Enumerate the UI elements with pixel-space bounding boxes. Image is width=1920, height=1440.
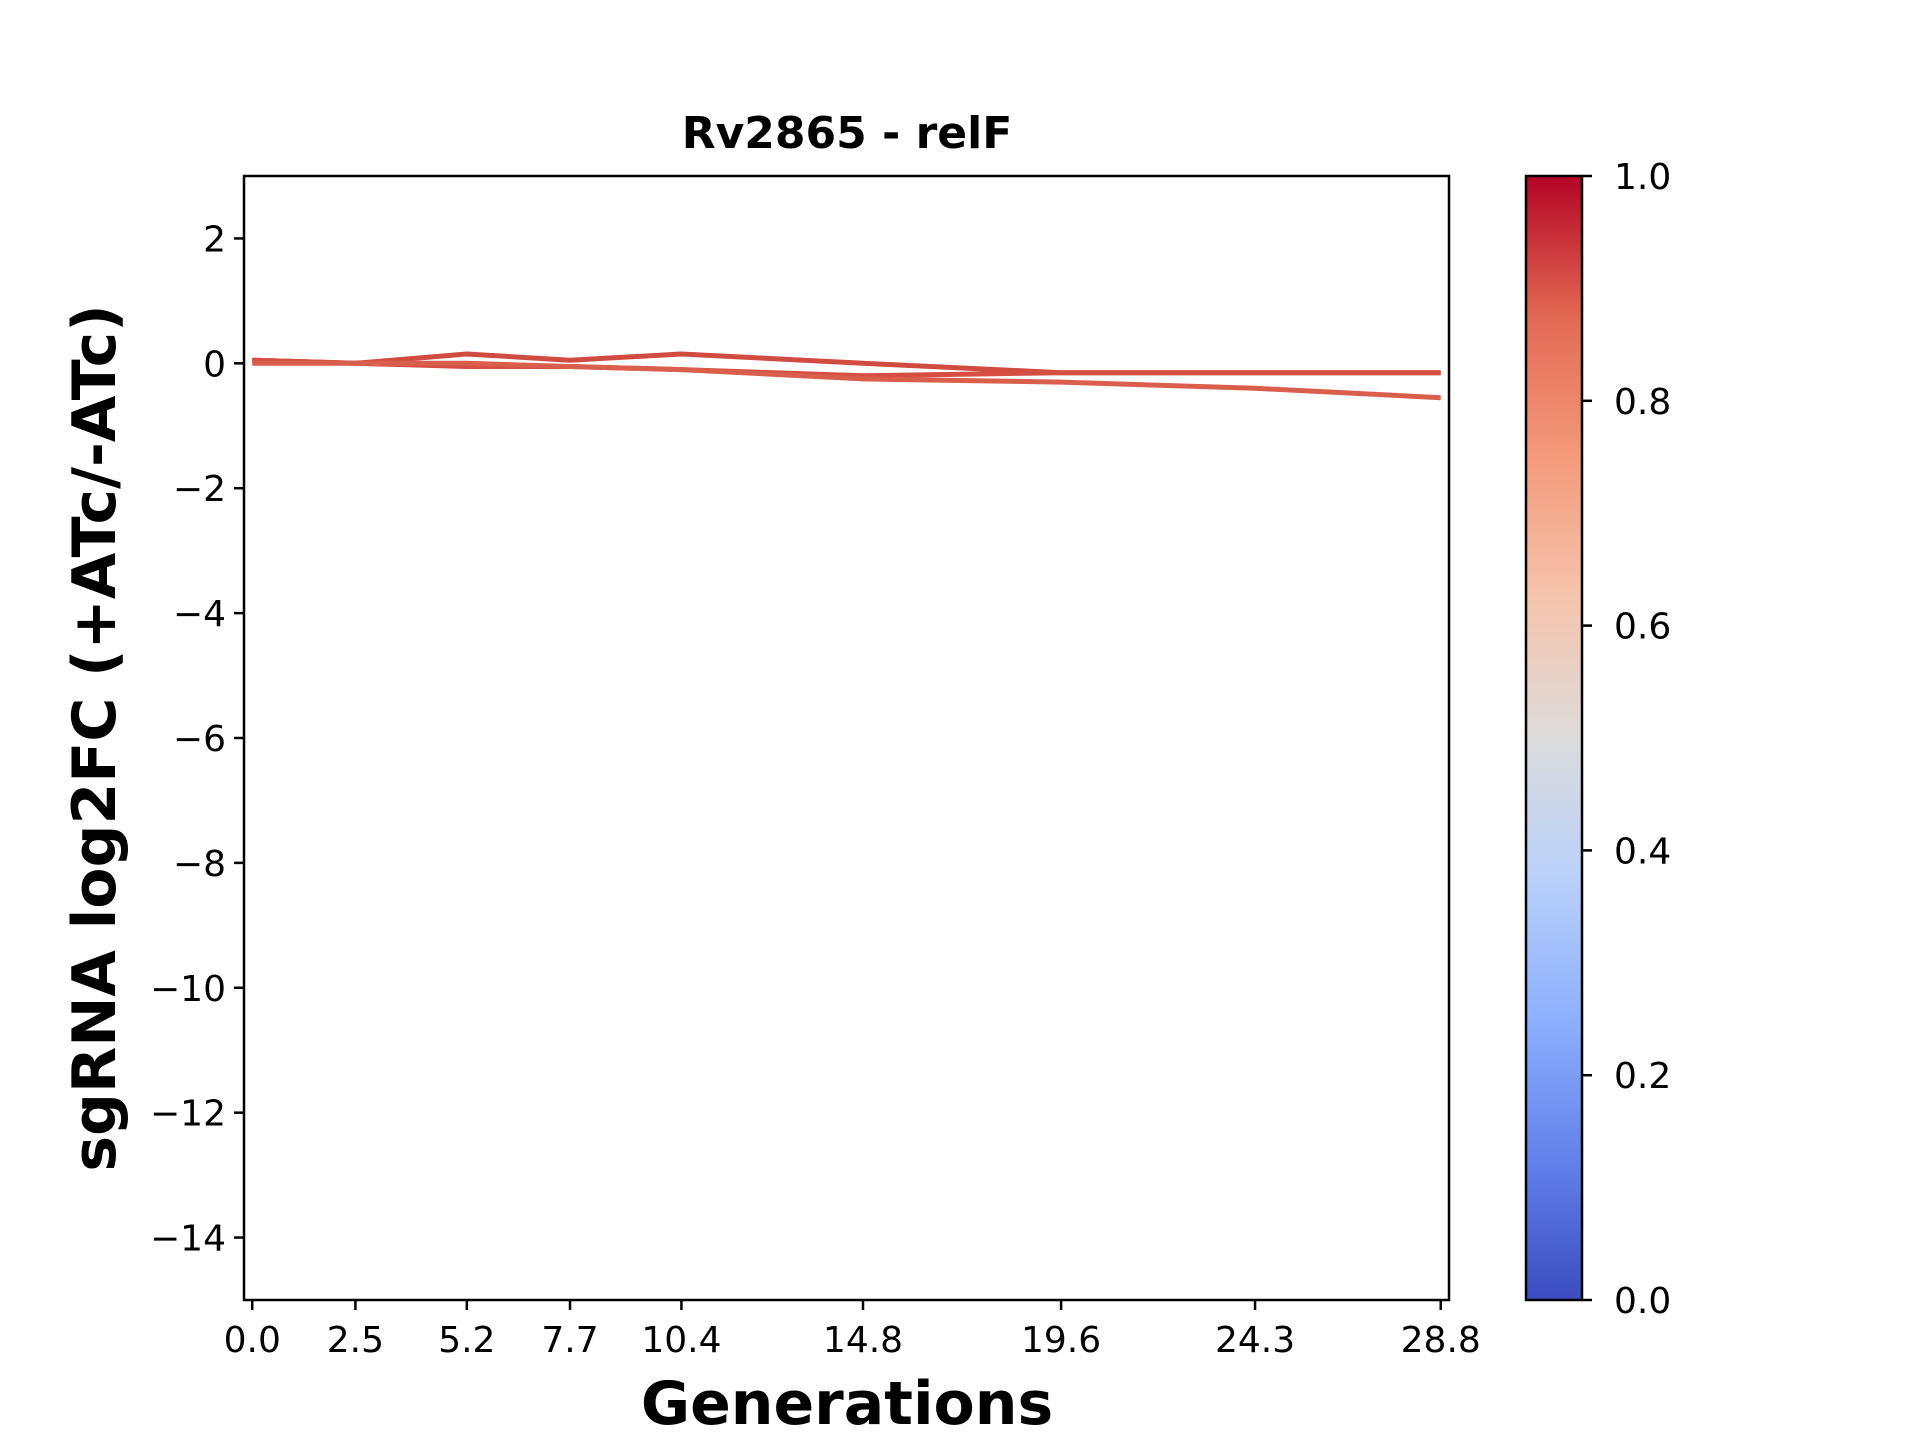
x-tick-label: 2.5	[327, 1320, 384, 1361]
colorbar-tick-label: 0.2	[1614, 1056, 1671, 1097]
x-tick-label: 19.6	[1021, 1320, 1101, 1361]
series-layer	[252, 351, 1441, 401]
y-tick-label: −10	[150, 969, 226, 1010]
colorbar	[1524, 174, 1584, 1302]
colorbar-tick-label: 0.0	[1614, 1281, 1671, 1322]
colorbar-tick-label: 1.0	[1614, 157, 1671, 198]
y-tick-label: −12	[150, 1094, 226, 1135]
x-tick-label: 10.4	[641, 1320, 721, 1361]
colorbar-tick-label: 0.6	[1614, 607, 1671, 648]
x-axis-ticks: 0.0 2.5 5.2 7.7 10.4 14.8 19.6 24.3 28.8	[224, 1300, 1481, 1361]
x-tick-label: 28.8	[1401, 1320, 1481, 1361]
x-tick-label: 14.8	[823, 1320, 903, 1361]
x-tick-label: 7.7	[541, 1320, 598, 1361]
colorbar-tick-label: 0.4	[1614, 831, 1671, 872]
y-tick-label: −4	[173, 594, 226, 635]
y-tick-label: −14	[150, 1219, 226, 1260]
colorbar-tick-label: 0.8	[1614, 382, 1671, 423]
y-tick-label: −2	[173, 469, 226, 510]
plot-area	[244, 176, 1449, 1300]
y-tick-label: 0	[203, 344, 226, 385]
x-axis-label: Generations	[641, 1369, 1053, 1439]
colorbar-ticks: 1.0 0.8 0.6 0.4 0.2 0.0	[1582, 157, 1671, 1322]
x-tick-label: 24.3	[1215, 1320, 1295, 1361]
y-tick-label: 2	[203, 219, 226, 260]
chart-title: Rv2865 - relF	[682, 108, 1013, 159]
y-axis-ticks: 2 0 −2 −4 −6 −8 −10 −12 −14	[150, 219, 244, 1260]
y-axis-label: sgRNA log2FC (+ATc/-ATc)	[60, 304, 130, 1171]
y-tick-label: −8	[173, 844, 226, 885]
series-line-3	[252, 360, 1441, 401]
x-tick-label: 0.0	[224, 1320, 281, 1361]
y-tick-label: −6	[173, 719, 226, 760]
x-tick-label: 5.2	[438, 1320, 495, 1361]
